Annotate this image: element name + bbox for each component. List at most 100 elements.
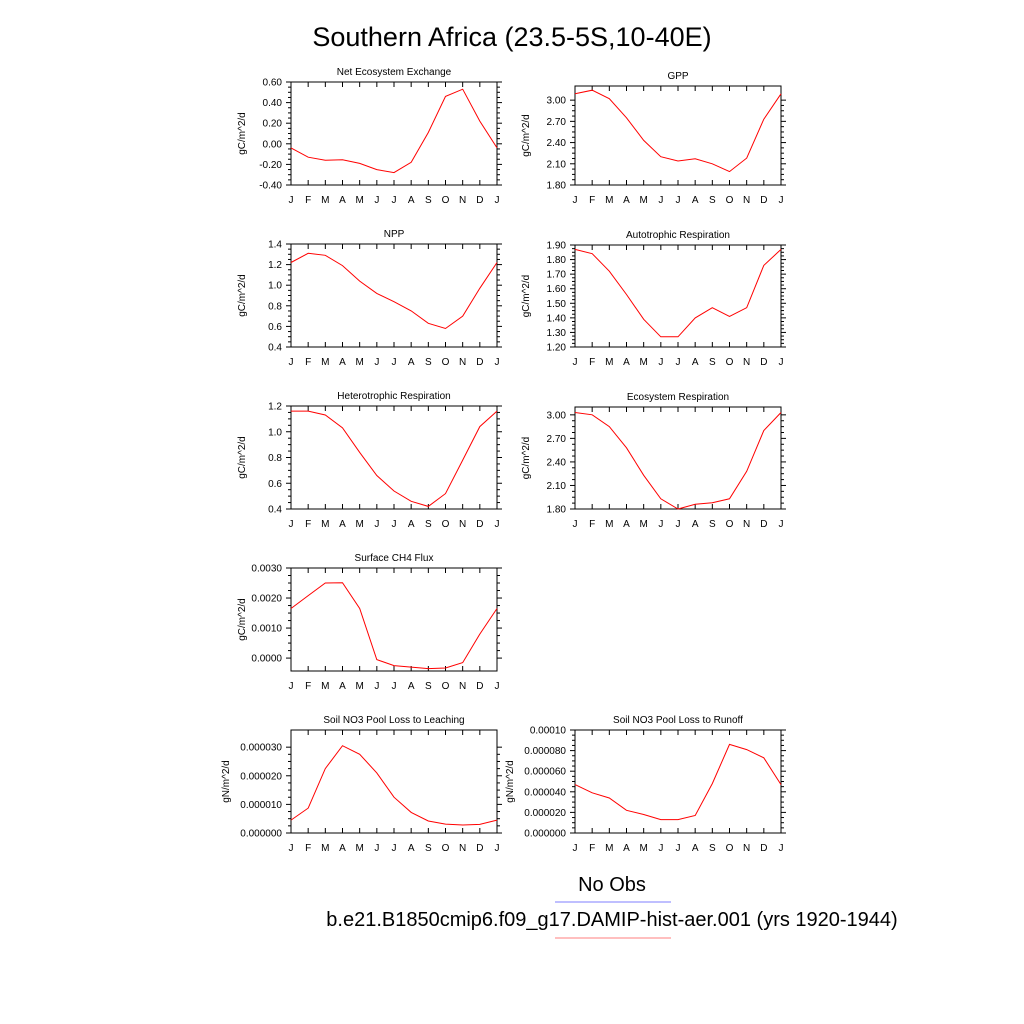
y-tick-label: 0.000080: [524, 746, 566, 757]
y-tick-label: 1.60: [547, 284, 567, 295]
y-tick-label: 0.000010: [240, 800, 282, 811]
x-tick-label: D: [760, 843, 767, 854]
x-tick-label: F: [305, 843, 311, 854]
series-line: [574, 743, 782, 821]
x-tick-label: F: [305, 681, 311, 692]
y-tick-label: 1.20: [547, 343, 567, 354]
x-tick-label: J: [676, 843, 681, 854]
x-tick-label: A: [408, 843, 415, 854]
legend-label-obs: No Obs: [578, 874, 646, 896]
x-tick-label: J: [658, 843, 663, 854]
x-tick-label: M: [605, 843, 613, 854]
x-tick-label: S: [709, 519, 716, 530]
y-tick-label: 0.8: [268, 453, 282, 464]
x-tick-label: J: [779, 519, 784, 530]
x-tick-label: J: [289, 681, 294, 692]
x-tick-label: M: [321, 681, 329, 692]
y-tick-label: -0.20: [259, 160, 282, 171]
x-tick-label: J: [495, 681, 500, 692]
y-tick-label: 0.00: [263, 139, 283, 150]
x-tick-label: J: [392, 681, 397, 692]
series-line: [291, 410, 498, 507]
y-tick-label: 0.6: [268, 479, 282, 490]
x-tick-label: O: [726, 519, 734, 530]
panel-title: Net Ecosystem Exchange: [337, 67, 452, 78]
x-tick-label: J: [374, 519, 379, 530]
y-tick-label: 1.2: [268, 402, 282, 413]
x-tick-label: M: [605, 519, 613, 530]
x-tick-label: D: [760, 357, 767, 368]
x-tick-label: F: [305, 519, 311, 530]
x-tick-label: D: [476, 195, 483, 206]
y-tick-label: 2.10: [547, 159, 567, 170]
x-tick-label: O: [442, 195, 450, 206]
x-tick-label: J: [495, 843, 500, 854]
x-tick-label: A: [339, 195, 346, 206]
y-axis-label: gC/m^2/d: [521, 437, 532, 480]
x-tick-label: A: [623, 519, 630, 530]
y-tick-label: 0.000000: [524, 829, 566, 840]
x-tick-label: J: [573, 843, 578, 854]
x-tick-label: M: [321, 843, 329, 854]
x-tick-label: J: [289, 195, 294, 206]
y-tick-label: 0.8: [268, 301, 282, 312]
x-tick-label: J: [374, 195, 379, 206]
x-tick-label: M: [605, 195, 613, 206]
x-tick-label: J: [374, 681, 379, 692]
x-tick-label: D: [760, 195, 767, 206]
y-tick-label: 1.70: [547, 270, 567, 281]
y-tick-label: 2.40: [547, 457, 567, 468]
plot-frame: [290, 405, 498, 510]
y-tick-label: -0.40: [259, 181, 282, 192]
panel-title: Soil NO3 Pool Loss to Leaching: [323, 715, 464, 726]
y-axis-label: gC/m^2/d: [237, 112, 248, 155]
y-tick-label: 3.00: [547, 410, 567, 421]
plot-frame: [574, 244, 782, 348]
y-tick-label: 1.80: [547, 505, 567, 516]
x-tick-label: D: [476, 357, 483, 368]
x-tick-label: A: [408, 357, 415, 368]
x-tick-label: A: [623, 843, 630, 854]
y-tick-label: 0.000020: [240, 771, 282, 782]
x-tick-label: J: [658, 195, 663, 206]
y-tick-label: 0.00010: [530, 726, 567, 737]
series-line: [290, 745, 498, 826]
x-tick-label: A: [408, 519, 415, 530]
y-tick-label: 0.20: [263, 119, 283, 130]
y-tick-label: 1.80: [547, 255, 567, 266]
x-tick-label: D: [760, 519, 767, 530]
x-tick-label: M: [321, 195, 329, 206]
x-tick-label: A: [692, 195, 699, 206]
x-tick-label: O: [442, 843, 450, 854]
x-tick-label: J: [289, 519, 294, 530]
y-tick-label: 2.40: [547, 138, 567, 149]
x-tick-label: O: [726, 357, 734, 368]
x-tick-label: J: [289, 357, 294, 368]
x-tick-label: A: [339, 681, 346, 692]
x-tick-label: J: [289, 843, 294, 854]
x-tick-label: S: [425, 681, 432, 692]
y-tick-label: 1.2: [268, 260, 282, 271]
x-tick-label: F: [589, 519, 595, 530]
x-tick-label: M: [321, 519, 329, 530]
y-tick-label: 1.40: [547, 313, 567, 324]
panel-title: Surface CH4 Flux: [355, 553, 434, 564]
x-tick-label: O: [726, 843, 734, 854]
x-tick-label: N: [743, 195, 750, 206]
x-tick-label: M: [355, 519, 363, 530]
series-line: [290, 252, 498, 330]
x-tick-label: J: [495, 195, 500, 206]
y-tick-label: 0.40: [263, 98, 283, 109]
y-tick-label: 1.50: [547, 299, 567, 310]
y-axis-label: gN/m^2/d: [505, 760, 516, 803]
x-tick-label: S: [425, 519, 432, 530]
y-tick-label: 1.4: [268, 240, 282, 251]
x-tick-label: A: [623, 357, 630, 368]
